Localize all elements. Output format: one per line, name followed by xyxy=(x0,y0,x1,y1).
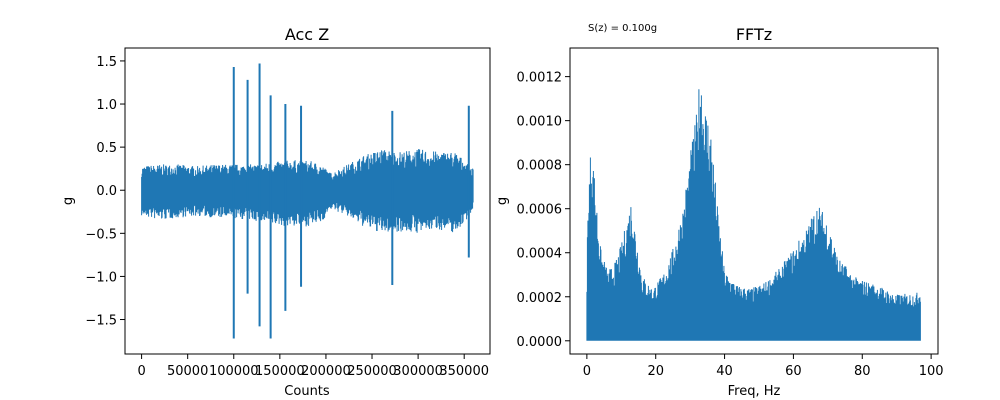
fftz-annotation: S(z) = 0.100g xyxy=(588,23,657,34)
fftz-plot-frame xyxy=(569,47,939,355)
fftz-y-tick-label: 0.0012 xyxy=(517,71,563,86)
acc-z-y-tick-label: 0.5 xyxy=(96,141,117,156)
acc-z-x-tick-label: 100000 xyxy=(209,364,259,379)
fftz-y-tick-label: 0.0006 xyxy=(517,203,563,218)
acc-z-x-axis-title: Counts xyxy=(284,384,330,399)
acc-z-y-tick-label: 1.0 xyxy=(96,98,117,113)
acc-z-x-tick-label: 200000 xyxy=(301,364,351,379)
fftz-trace xyxy=(586,89,921,341)
acc-z-y-tick-label: 0.0 xyxy=(96,184,117,199)
fftz-x-tick-label: 40 xyxy=(716,364,733,379)
fftz-y-tick-label: 0.0004 xyxy=(517,247,563,262)
acc-z-x-tick-label: 150000 xyxy=(255,364,305,379)
fftz-x-tick-label: 80 xyxy=(854,364,871,379)
fftz-y-axis: 0.0000 0.0002 0.0004 0.0006 0.0008 0.0010 0.00… xyxy=(517,71,570,350)
acc-z-x-tick-label: 350000 xyxy=(439,364,489,379)
acc-z-series xyxy=(141,63,474,339)
fftz-chart: 0 20 40 60 80 100 0.00000.00020.00040.00060.0… xyxy=(495,23,944,399)
acc-z-trace xyxy=(141,149,474,233)
acc-z-x-tick-label: 0 xyxy=(137,364,145,379)
fftz-x-axis-title: Freq, Hz xyxy=(728,384,781,399)
acc-z-x-tick-label: 250000 xyxy=(347,364,397,379)
fftz-y-tick-label: 0.0010 xyxy=(517,115,563,130)
acc-z-x-tick-label: 300000 xyxy=(393,364,443,379)
fftz-x-tick-label: 100 xyxy=(919,364,944,379)
fftz-x-axis: 0 20 40 60 80 100 xyxy=(583,354,944,379)
fftz-title: FFTz xyxy=(736,25,772,44)
fftz-y-axis-title: g xyxy=(495,197,510,205)
fftz-y-tick-label: 0.0002 xyxy=(517,291,563,306)
acc-z-y-axis-title: g xyxy=(61,197,76,205)
acc-z-x-axis: 0 50000 1000001500002000002500003000003500… xyxy=(137,354,489,379)
fftz-x-tick-label: 20 xyxy=(647,364,664,379)
fftz-y-tick-label: 0.0008 xyxy=(517,159,563,174)
acc-z-plot-frame xyxy=(124,47,491,355)
acc-z-y-axis: −1.5 −1.0 −0.5 0.0 0.5 1.0 1.5 xyxy=(85,55,125,329)
acc-z-y-tick-label: 1.5 xyxy=(96,55,117,70)
fftz-y-tick-label: 0.0000 xyxy=(517,335,563,350)
acc-z-x-tick-label: 50000 xyxy=(167,364,208,379)
fftz-series xyxy=(586,89,921,341)
acc-z-title: Acc Z xyxy=(285,25,329,44)
acc-z-y-tick-label: −1.0 xyxy=(85,270,117,285)
acc-z-chart: 0 50000 1000001500002000002500003000003500… xyxy=(61,25,491,399)
acc-z-y-tick-label: −0.5 xyxy=(85,227,117,242)
fftz-x-tick-label: 60 xyxy=(785,364,802,379)
fftz-x-tick-label: 0 xyxy=(583,364,591,379)
acc-z-y-tick-label: −1.5 xyxy=(85,314,117,329)
